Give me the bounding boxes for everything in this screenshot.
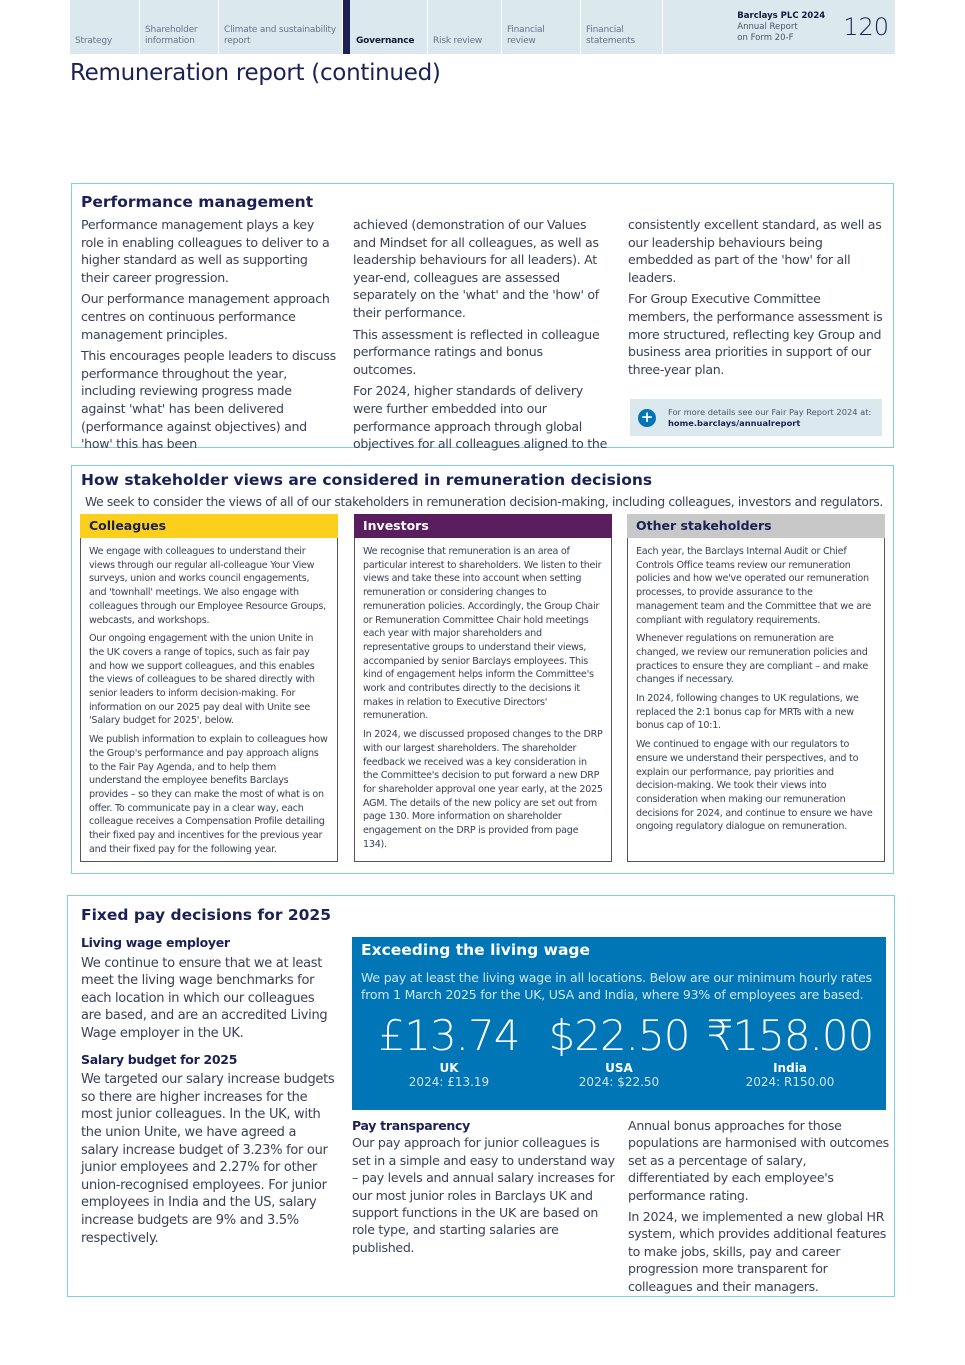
- paragraph: This assessment is reflected in colleagu…: [353, 326, 600, 377]
- paragraph: We recognise that remuneration is an are…: [363, 546, 602, 722]
- other-stakeholders-column: Other stakeholders Each year, the Barcla…: [627, 514, 885, 862]
- report-brand: Barclays PLC 2024 Annual Report on Form 20…: [737, 0, 895, 54]
- paragraph: Our ongoing engagement with the union Un…: [89, 633, 315, 727]
- paragraph: We continued to engage with our regulato…: [636, 739, 873, 833]
- salary-budget-text: We targeted our salary increase budgets …: [81, 1072, 335, 1246]
- page-number: 120: [843, 13, 889, 41]
- investors-column: Investors We recognise that remuneration…: [354, 514, 612, 862]
- rate-value: £13.74: [378, 1011, 521, 1060]
- paragraph: In 2024, following changes to UK regulat…: [636, 693, 859, 732]
- paragraph: For 2024, higher standards of delivery w…: [353, 383, 608, 452]
- colleagues-column: Colleagues We engage with colleagues to …: [80, 514, 338, 862]
- tab-climate[interactable]: Climate and sustainability report: [219, 0, 343, 54]
- performance-heading: Performance management: [81, 193, 314, 211]
- stakeholder-heading: How stakeholder views are considered in …: [81, 471, 653, 489]
- investors-header: Investors: [354, 514, 612, 538]
- paragraph: Performance management plays a key role …: [81, 217, 330, 285]
- tab-shareholder-information[interactable]: Shareholder information: [140, 0, 219, 54]
- paragraph: Whenever regulations on remuneration are…: [636, 633, 869, 686]
- tab-governance[interactable]: Governance: [343, 0, 428, 54]
- living-wage-text: We continue to ensure that we at least m…: [81, 955, 328, 1041]
- rate-uk: £13.74 UK 2024: £13.19: [364, 1011, 534, 1089]
- performance-col3: consistently excellent standard, as well…: [628, 216, 884, 382]
- paragraph: We publish information to explain to col…: [89, 734, 328, 855]
- stakeholder-section: How stakeholder views are considered in …: [71, 465, 894, 874]
- performance-section: Performance management: [71, 183, 894, 448]
- page-title: Remuneration report (continued): [70, 60, 441, 86]
- rate-prior: 2024: R150.00: [745, 1075, 835, 1089]
- paragraph: In 2024, we implemented a new global HR …: [628, 1209, 887, 1294]
- brand-line2: Annual Report: [737, 21, 798, 32]
- pay-transparency-text: Our pay approach for junior colleagues i…: [352, 1135, 615, 1255]
- paragraph: Our performance management approach cent…: [81, 291, 330, 342]
- brand-line1: Barclays PLC 2024: [737, 10, 826, 21]
- living-wage-box-heading: Exceeding the living wage: [361, 941, 591, 959]
- pay-transparency-heading: Pay transparency: [352, 1118, 470, 1133]
- section-nav: Strategy Shareholder information Climate…: [70, 0, 895, 54]
- plus-icon: +: [638, 408, 656, 427]
- paragraph: We engage with colleagues to understand …: [89, 546, 326, 626]
- brand-line3: on Form 20-F: [737, 32, 794, 43]
- tab-risk-review[interactable]: Risk review: [428, 0, 502, 54]
- pay-transparency: Pay transparency Our pay approach for ju…: [352, 1117, 616, 1260]
- paragraph: consistently excellent standard, as well…: [628, 217, 882, 285]
- performance-col2: achieved (demonstration of our Values an…: [353, 216, 609, 457]
- fixed-pay-section: Fixed pay decisions for 2025: [67, 895, 895, 1297]
- paragraph: Each year, the Barclays Internal Audit o…: [636, 546, 872, 626]
- paragraph: This encourages people leaders to discus…: [81, 348, 336, 452]
- living-wage-description: We pay at least the living wage in all l…: [361, 970, 872, 1002]
- rate-value: ₹158.00: [706, 1011, 875, 1060]
- stakeholder-intro: We seek to consider the views of all of …: [85, 495, 883, 509]
- other-stakeholders-header: Other stakeholders: [627, 514, 885, 538]
- rate-prior: 2024: $22.50: [578, 1075, 660, 1089]
- rate-india: ₹158.00 India 2024: R150.00: [705, 1011, 875, 1089]
- rate-country: USA: [605, 1061, 633, 1075]
- rate-usa: $22.50 USA 2024: $22.50: [534, 1011, 704, 1089]
- tab-strategy[interactable]: Strategy: [70, 0, 140, 54]
- tab-financial-review[interactable]: Financial review: [502, 0, 581, 54]
- callout-text: For more details see our Fair Pay Report…: [668, 406, 872, 417]
- paragraph: Annual bonus approaches for those popula…: [628, 1118, 889, 1203]
- rate-country: India: [773, 1061, 807, 1075]
- performance-col1: Performance management plays a key role …: [81, 216, 337, 457]
- paragraph: achieved (demonstration of our Values an…: [353, 217, 599, 320]
- annual-report-link[interactable]: home.barclays/annualreport: [668, 417, 801, 428]
- fixed-pay-right: Annual bonus approaches for those popula…: [628, 1117, 890, 1299]
- paragraph: In 2024, we discussed proposed changes t…: [363, 729, 603, 850]
- living-wage-heading: Living wage employer: [81, 935, 230, 950]
- paragraph: For Group Executive Committee members, t…: [628, 291, 883, 377]
- fair-pay-callout: + For more details see our Fair Pay Repo…: [630, 399, 882, 436]
- fixed-pay-heading: Fixed pay decisions for 2025: [81, 906, 332, 924]
- rate-country: UK: [439, 1061, 459, 1075]
- living-wage-box: Exceeding the living wage We pay at leas…: [352, 937, 886, 1110]
- rate-value: $22.50: [548, 1011, 691, 1060]
- tab-financial-statements[interactable]: Financial statements: [581, 0, 663, 54]
- salary-budget-heading: Salary budget for 2025: [81, 1051, 238, 1067]
- colleagues-header: Colleagues: [80, 514, 338, 538]
- rate-prior: 2024: £13.19: [408, 1075, 490, 1089]
- fixed-pay-left: Living wage employer We continue to ensu…: [81, 934, 336, 1251]
